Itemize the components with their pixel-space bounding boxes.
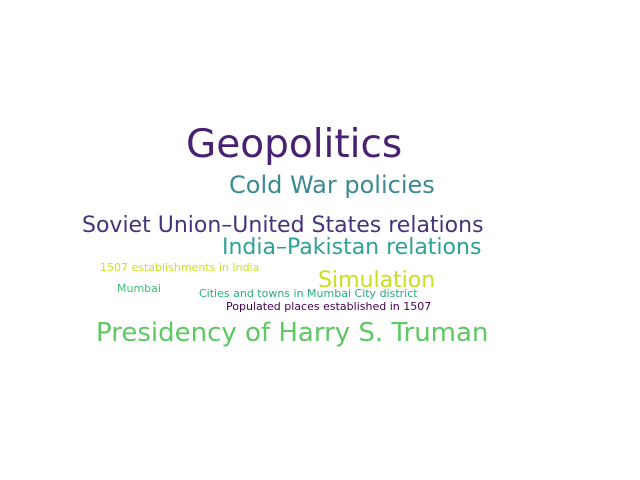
word-mumbai: Mumbai: [117, 282, 161, 295]
word-cities-and-towns-in-mumbai: Cities and towns in Mumbai City district: [199, 287, 418, 300]
word-presidency-of-harry-s-truman: Presidency of Harry S. Truman: [96, 318, 489, 348]
word-geopolitics: Geopolitics: [186, 122, 403, 167]
word-populated-places-1507: Populated places established in 1507: [226, 300, 432, 313]
word-cold-war-policies: Cold War policies: [229, 171, 435, 199]
word-simulation: Simulation: [318, 268, 436, 293]
word-1507-establishments-in-india: 1507 establishments in India: [100, 261, 260, 274]
word-soviet-us-relations: Soviet Union–United States relations: [82, 213, 484, 238]
word-india-pakistan-relations: India–Pakistan relations: [222, 235, 482, 260]
